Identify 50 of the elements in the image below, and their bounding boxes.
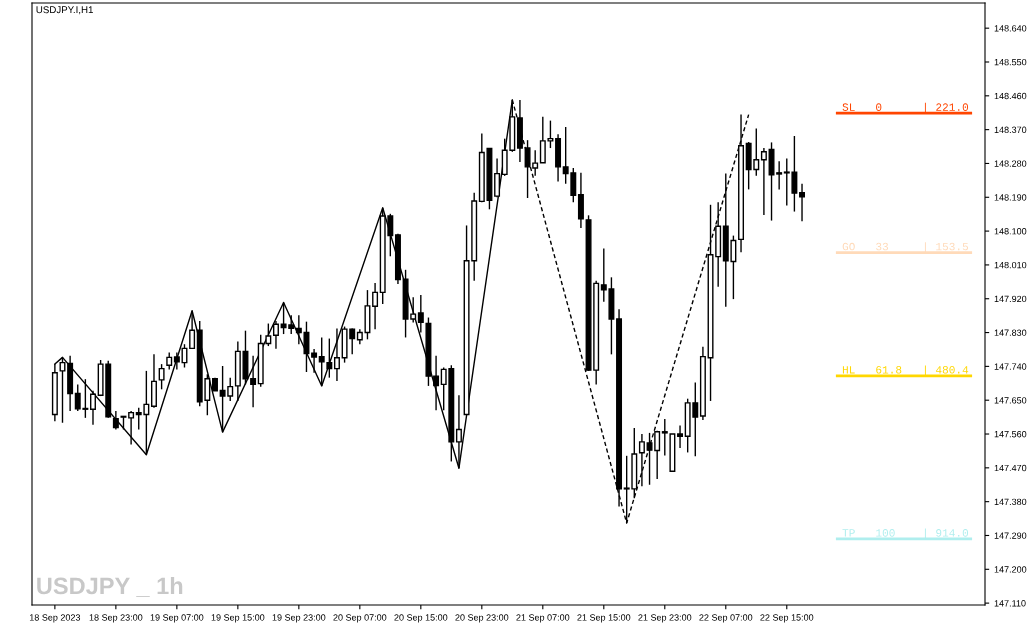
y-tick-label: 147.290 xyxy=(994,532,1027,539)
x-tick-label: 21 Sep 07:00 xyxy=(516,614,570,623)
x-tick-label: 21 Sep 23:00 xyxy=(638,614,692,623)
candlestick xyxy=(433,355,440,412)
candlestick xyxy=(311,348,318,374)
y-tick-label: 148.190 xyxy=(994,194,1027,201)
candlestick xyxy=(494,157,501,198)
x-tick-label: 22 Sep 07:00 xyxy=(699,614,753,623)
candlestick xyxy=(638,433,645,487)
y-tick-label: 148.640 xyxy=(994,25,1027,32)
y-tick-label: 147.650 xyxy=(994,397,1027,404)
y-tick-label: 147.470 xyxy=(994,464,1027,472)
candlestick xyxy=(112,410,119,431)
candlestick xyxy=(372,282,379,330)
y-tick-label: 148.010 xyxy=(994,261,1027,269)
y-tick-label: 148.370 xyxy=(994,126,1027,133)
x-tick-label: 22 Sep 15:00 xyxy=(760,614,814,623)
candlestick xyxy=(799,183,806,223)
y-tick-label: 147.560 xyxy=(994,430,1027,438)
x-tick-label: 20 Sep 23:00 xyxy=(455,614,509,623)
x-tick-label: 19 Sep 15:00 xyxy=(211,614,265,623)
y-tick-label: 147.380 xyxy=(994,498,1027,506)
ref-line-label: GO 33 | 153.5 xyxy=(842,242,969,253)
x-tick-label: 19 Sep 07:00 xyxy=(150,614,204,623)
y-tick-label: 148.550 xyxy=(994,58,1027,66)
candlestick xyxy=(128,410,135,446)
x-tick-label: 20 Sep 15:00 xyxy=(394,614,448,623)
x-tick-label: 19 Sep 23:00 xyxy=(272,614,326,623)
y-tick-label: 147.830 xyxy=(994,329,1027,336)
y-tick-label: 147.110 xyxy=(994,600,1026,607)
candlestick xyxy=(272,320,279,350)
y-tick-label: 147.740 xyxy=(994,363,1027,370)
y-tick-label: 147.920 xyxy=(994,295,1027,303)
y-tick-label: 147.200 xyxy=(994,566,1027,573)
candlestick xyxy=(250,355,257,409)
candlestick xyxy=(189,310,196,350)
x-tick-label: 21 Sep 15:00 xyxy=(577,614,631,623)
y-tick-label: 148.280 xyxy=(994,160,1027,167)
candlestick xyxy=(158,363,165,390)
candlestick xyxy=(333,327,340,382)
x-tick-label: 20 Sep 07:00 xyxy=(333,614,387,623)
y-tick-label: 148.100 xyxy=(994,228,1027,235)
candlestick xyxy=(760,147,767,216)
candlestick xyxy=(677,424,684,449)
x-tick-label: 18 Sep 23:00 xyxy=(89,614,143,623)
candlestick xyxy=(90,390,96,426)
x-tick-label: 18 Sep 2023 xyxy=(29,614,81,623)
y-tick-label: 148.460 xyxy=(994,92,1027,100)
candlestick xyxy=(417,294,424,334)
chart-title: USDJPY.I,H1 xyxy=(36,6,93,15)
